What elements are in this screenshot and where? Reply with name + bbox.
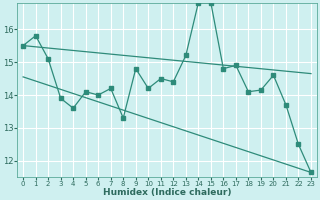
- X-axis label: Humidex (Indice chaleur): Humidex (Indice chaleur): [103, 188, 231, 197]
